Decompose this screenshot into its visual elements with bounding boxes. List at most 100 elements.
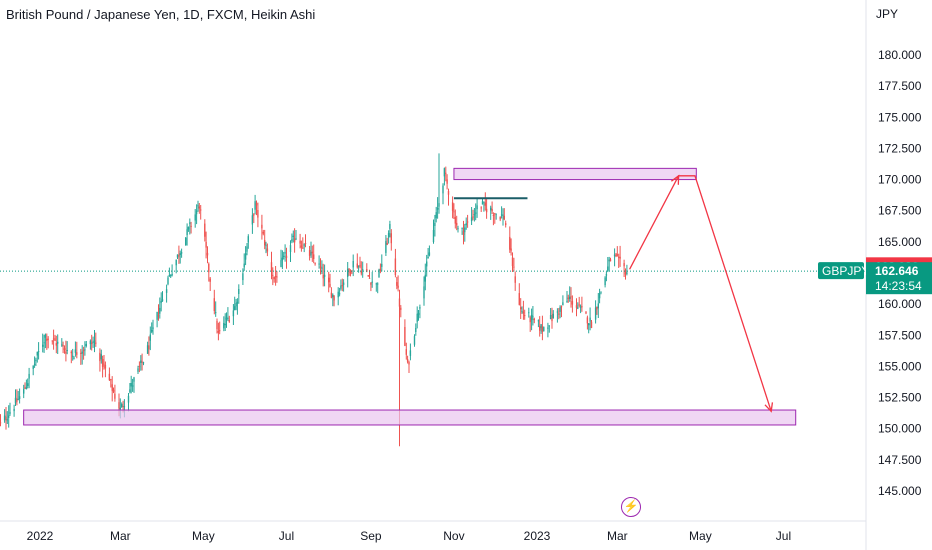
x-tick-label: 2023 xyxy=(524,529,551,543)
candle xyxy=(367,275,369,277)
candle xyxy=(385,235,387,256)
candle xyxy=(236,298,239,315)
candle xyxy=(141,353,143,371)
candle xyxy=(228,315,230,323)
candle xyxy=(520,298,522,319)
y-tick-label: 147.500 xyxy=(878,453,922,467)
resistance-zone[interactable] xyxy=(453,167,697,181)
candle xyxy=(605,271,608,282)
candle xyxy=(104,361,107,378)
candle xyxy=(624,268,627,280)
candle xyxy=(359,256,361,269)
candle xyxy=(533,317,535,324)
candle xyxy=(608,256,610,271)
candle xyxy=(46,333,48,350)
candle xyxy=(330,287,333,299)
candle xyxy=(329,273,331,288)
candle xyxy=(178,245,180,264)
time-axis: 2022 Mar May Jul Sep Nov 2023 Mar May Jul xyxy=(27,529,791,543)
candle xyxy=(371,272,373,288)
candle xyxy=(28,367,30,389)
candle xyxy=(445,166,447,182)
candle xyxy=(100,349,102,364)
candle xyxy=(349,269,352,277)
candle xyxy=(321,260,323,275)
candle xyxy=(292,230,294,243)
candle xyxy=(112,387,115,394)
candle xyxy=(485,198,488,219)
candle xyxy=(204,219,206,242)
y-tick-label: 145.000 xyxy=(878,484,922,498)
candle xyxy=(129,383,131,394)
candle xyxy=(289,240,292,262)
x-tick-label: Mar xyxy=(607,529,628,543)
candle xyxy=(148,336,150,356)
y-tick-label: 177.500 xyxy=(878,79,922,93)
candle xyxy=(528,307,530,318)
candle xyxy=(70,350,72,364)
candle xyxy=(454,209,456,229)
candle xyxy=(333,295,335,307)
candle xyxy=(541,315,544,341)
candle xyxy=(438,153,440,214)
candle xyxy=(462,220,465,245)
candle xyxy=(18,388,21,404)
candle xyxy=(93,330,96,353)
y-tick-label: 150.000 xyxy=(878,422,922,436)
candle xyxy=(261,214,263,240)
candle xyxy=(36,351,38,363)
candle xyxy=(76,341,78,359)
candle xyxy=(423,276,425,306)
candle xyxy=(65,340,67,362)
candle xyxy=(594,300,597,324)
candle xyxy=(295,230,297,241)
candle xyxy=(159,297,161,319)
candle xyxy=(522,300,525,320)
candle xyxy=(484,192,486,211)
candle xyxy=(524,309,526,320)
candle xyxy=(32,365,34,376)
lightning-icon[interactable]: ⚡ xyxy=(621,497,641,517)
candles-group xyxy=(0,153,628,447)
candle xyxy=(27,378,29,389)
candle xyxy=(539,316,541,337)
y-tick-label: 165.000 xyxy=(878,235,922,249)
candle xyxy=(590,320,593,329)
candle xyxy=(397,275,399,292)
x-tick-label: May xyxy=(192,529,215,543)
price-axis: 145.000 147.500 150.000 152.500 155.000 157.5… xyxy=(878,48,922,498)
projection-path[interactable] xyxy=(629,175,772,412)
candle xyxy=(198,203,200,214)
candle xyxy=(185,237,187,246)
candle xyxy=(16,389,18,406)
candle xyxy=(189,218,191,235)
candle xyxy=(514,271,516,291)
candle xyxy=(140,355,142,371)
candle xyxy=(238,284,240,304)
candle xyxy=(35,357,37,366)
candle xyxy=(451,196,454,219)
candle xyxy=(265,241,267,254)
candle xyxy=(308,246,311,261)
candle xyxy=(92,336,94,348)
candle xyxy=(37,342,40,360)
candle xyxy=(352,254,354,277)
chart-title: British Pound / Japanese Yen, 1D, FXCM, … xyxy=(6,7,316,22)
candle xyxy=(466,214,469,228)
candle xyxy=(264,229,266,250)
candle xyxy=(356,253,358,269)
candle xyxy=(208,262,210,282)
drawings-group xyxy=(0,167,866,426)
candle xyxy=(432,219,435,244)
candle xyxy=(215,301,217,317)
candle xyxy=(43,334,45,353)
candle xyxy=(513,257,515,272)
support-zone[interactable] xyxy=(23,409,797,426)
candle xyxy=(9,402,11,416)
candle xyxy=(394,248,397,278)
candle xyxy=(255,200,258,216)
candle xyxy=(127,393,130,412)
candle xyxy=(138,361,141,373)
candle xyxy=(111,376,113,402)
